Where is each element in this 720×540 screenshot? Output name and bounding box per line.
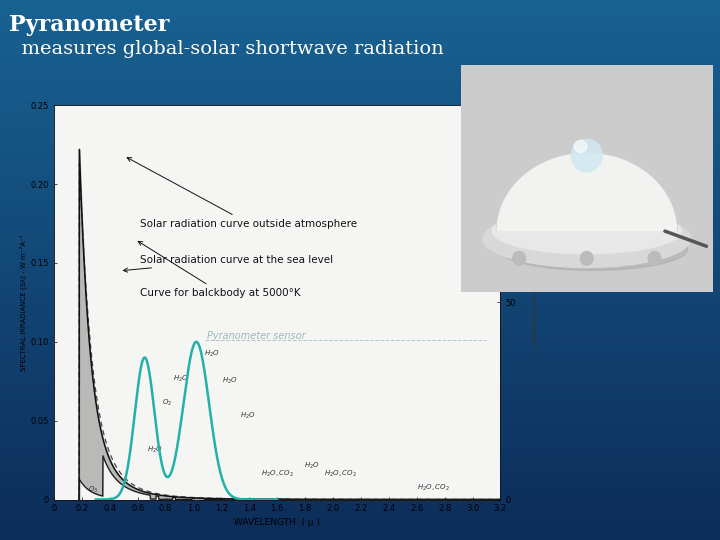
Text: $O_3$: $O_3$ xyxy=(88,484,98,495)
Ellipse shape xyxy=(513,252,526,265)
Text: $H_2O$: $H_2O$ xyxy=(222,376,238,386)
Text: $H_2O$: $H_2O$ xyxy=(304,461,320,471)
Text: $H_2O$: $H_2O$ xyxy=(173,374,189,384)
Y-axis label: SPECTRAL IRRADIANCE (Sλ) - W m⁻²A⁻¹: SPECTRAL IRRADIANCE (Sλ) - W m⁻²A⁻¹ xyxy=(19,234,27,371)
Text: Pyranometer: Pyranometer xyxy=(9,14,169,36)
Text: $H_2O$: $H_2O$ xyxy=(204,349,220,359)
Text: $H_2O, CO_2$: $H_2O, CO_2$ xyxy=(417,483,450,493)
Text: $H_2O, CO_2$: $H_2O, CO_2$ xyxy=(261,469,294,479)
X-axis label: WAVELENGTH  ( μ ): WAVELENGTH ( μ ) xyxy=(234,517,320,526)
Text: Curve for balckbody at 5000°K: Curve for balckbody at 5000°K xyxy=(138,241,301,298)
Text: measures global-solar shortwave radiation: measures global-solar shortwave radiatio… xyxy=(9,40,444,58)
Text: $H_2O, CO_2$: $H_2O, CO_2$ xyxy=(323,469,356,479)
Text: Pyranometer sensor: Pyranometer sensor xyxy=(207,332,306,341)
Text: Solar radiation curve outside atmosphere: Solar radiation curve outside atmosphere xyxy=(127,158,358,228)
Ellipse shape xyxy=(580,252,593,265)
Text: $H_2O$: $H_2O$ xyxy=(240,410,256,421)
Ellipse shape xyxy=(483,210,690,267)
Ellipse shape xyxy=(571,139,603,172)
Text: $H_2O$: $H_2O$ xyxy=(147,445,162,455)
Text: Solar radiation curve at the sea level: Solar radiation curve at the sea level xyxy=(123,255,333,272)
Ellipse shape xyxy=(498,228,688,271)
Y-axis label: PERCENT RELATIVE RESPONSE TO I: PERCENT RELATIVE RESPONSE TO I xyxy=(530,247,535,357)
Ellipse shape xyxy=(492,208,681,254)
Text: $O_2$: $O_2$ xyxy=(162,398,172,408)
PathPatch shape xyxy=(496,152,678,231)
Ellipse shape xyxy=(648,252,661,265)
Ellipse shape xyxy=(575,140,587,152)
